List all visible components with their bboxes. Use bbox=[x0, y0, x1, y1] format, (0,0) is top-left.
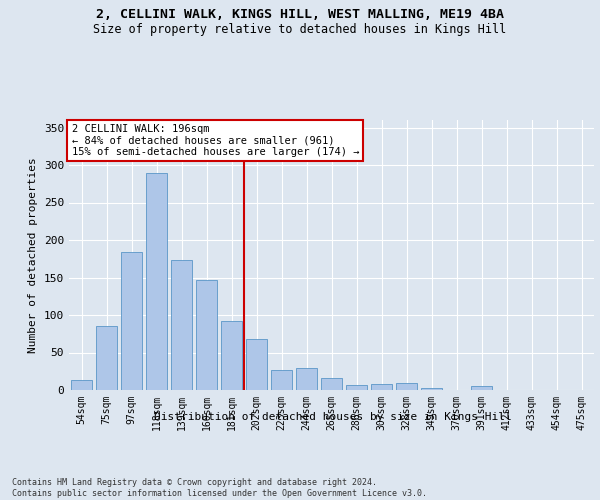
Y-axis label: Number of detached properties: Number of detached properties bbox=[28, 157, 38, 353]
Bar bbox=[121, 252, 142, 390]
Text: Size of property relative to detached houses in Kings Hill: Size of property relative to detached ho… bbox=[94, 22, 506, 36]
Bar bbox=[71, 380, 92, 390]
Bar bbox=[471, 386, 492, 390]
Bar bbox=[346, 385, 367, 390]
Text: Distribution of detached houses by size in Kings Hill: Distribution of detached houses by size … bbox=[154, 412, 512, 422]
Bar bbox=[146, 174, 167, 390]
Bar bbox=[396, 383, 417, 390]
Bar bbox=[246, 339, 267, 390]
Bar bbox=[371, 384, 392, 390]
Bar bbox=[96, 326, 117, 390]
Bar bbox=[271, 370, 292, 390]
Bar bbox=[421, 388, 442, 390]
Text: Contains HM Land Registry data © Crown copyright and database right 2024.
Contai: Contains HM Land Registry data © Crown c… bbox=[12, 478, 427, 498]
Bar bbox=[171, 260, 192, 390]
Text: 2, CELLINI WALK, KINGS HILL, WEST MALLING, ME19 4BA: 2, CELLINI WALK, KINGS HILL, WEST MALLIN… bbox=[96, 8, 504, 20]
Bar bbox=[296, 368, 317, 390]
Bar bbox=[221, 321, 242, 390]
Text: 2 CELLINI WALK: 196sqm
← 84% of detached houses are smaller (961)
15% of semi-de: 2 CELLINI WALK: 196sqm ← 84% of detached… bbox=[71, 124, 359, 157]
Bar bbox=[196, 280, 217, 390]
Bar bbox=[321, 378, 342, 390]
